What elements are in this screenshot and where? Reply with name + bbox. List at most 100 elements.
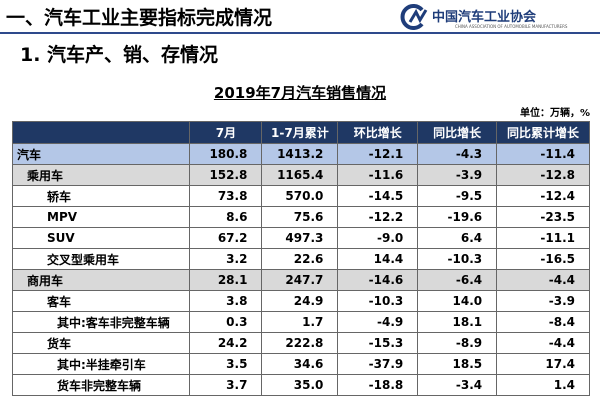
value-cell: 0.3 — [189, 311, 263, 333]
unit-note: 单位：万辆，% — [519, 108, 590, 119]
header-cell: 同比增长 — [417, 121, 498, 144]
value-cell: -9.0 — [337, 227, 419, 249]
value-cell: 73.8 — [189, 185, 263, 207]
value-cell: -14.5 — [337, 185, 419, 207]
sales-table: 7月 1-7月累计 环比增长 同比增长 同比累计增长 汽车 180.8 1413.2 -12.… — [11, 121, 590, 396]
value-cell: 222.8 — [261, 332, 339, 354]
value-cell: 34.6 — [261, 353, 339, 375]
section-title: 1. 汽车产、销、存情况 — [20, 44, 219, 66]
row-label: 商用车 — [11, 269, 191, 291]
value-cell: -16.5 — [496, 248, 590, 270]
value-cell: -37.9 — [337, 353, 419, 375]
value-cell: -18.8 — [337, 374, 419, 396]
value-cell: -14.6 — [337, 269, 419, 291]
value-cell: 247.7 — [261, 269, 339, 291]
value-cell: -10.3 — [337, 290, 419, 312]
row-label: 汽车 — [11, 143, 191, 165]
value-cell: 3.8 — [189, 290, 263, 312]
value-cell: -4.9 — [337, 311, 419, 333]
slide-title: 一、汽车工业主要指标完成情况 — [6, 7, 273, 29]
row-label: 其中:客车非完整车辆 — [11, 311, 191, 333]
value-cell: -12.1 — [337, 143, 419, 165]
value-cell: -6.4 — [417, 269, 498, 291]
value-cell: -23.5 — [496, 206, 590, 228]
table-row: 轿车 73.8 570.0 -14.5 -9.5 -12.4 — [11, 185, 590, 207]
value-cell: -15.3 — [337, 332, 419, 354]
value-cell: 22.6 — [261, 248, 339, 270]
value-cell: 152.8 — [189, 164, 263, 186]
value-cell: 1.4 — [496, 374, 590, 396]
value-cell: -9.5 — [417, 185, 498, 207]
row-label: 交叉型乘用车 — [11, 248, 191, 270]
value-cell: 24.9 — [261, 290, 339, 312]
value-cell: -10.3 — [417, 248, 498, 270]
table-row: 乘用车 152.8 1165.4 -11.6 -3.9 -12.8 — [11, 164, 590, 186]
value-cell: -4.4 — [496, 269, 590, 291]
value-cell: -3.9 — [417, 164, 498, 186]
value-cell: 18.5 — [417, 353, 498, 375]
value-cell: -11.6 — [337, 164, 419, 186]
value-cell: -8.4 — [496, 311, 590, 333]
value-cell: 14.0 — [417, 290, 498, 312]
value-cell: -11.1 — [496, 227, 590, 249]
table-row: SUV 67.2 497.3 -9.0 6.4 -11.1 — [11, 227, 590, 249]
value-cell: 497.3 — [261, 227, 339, 249]
value-cell: 18.1 — [417, 311, 498, 333]
table-row: 货车非完整车辆 3.7 35.0 -18.8 -3.4 1.4 — [11, 374, 590, 396]
value-cell: 75.6 — [261, 206, 339, 228]
row-label: 货车 — [11, 332, 191, 354]
table-row: 交叉型乘用车 3.2 22.6 14.4 -10.3 -16.5 — [11, 248, 590, 270]
value-cell: 3.5 — [189, 353, 263, 375]
value-cell: -4.4 — [496, 332, 590, 354]
logo-icon — [400, 4, 428, 30]
logo-english: CHINA ASSOCIATION OF AUTOMOBILE MANUFACT… — [455, 24, 568, 29]
value-cell: -8.9 — [417, 332, 498, 354]
row-label: 轿车 — [11, 185, 191, 207]
header-cell — [11, 121, 191, 144]
value-cell: 180.8 — [189, 143, 263, 165]
value-cell: 35.0 — [261, 374, 339, 396]
row-label: SUV — [11, 227, 191, 249]
table-row: 客车 3.8 24.9 -10.3 14.0 -3.9 — [11, 290, 590, 312]
value-cell: 17.4 — [496, 353, 590, 375]
table-title-wrap: 2019年7月汽车销售情况 — [0, 82, 600, 103]
value-cell: -11.4 — [496, 143, 590, 165]
value-cell: 24.2 — [189, 332, 263, 354]
table-row: 其中:半挂牵引车 3.5 34.6 -37.9 18.5 17.4 — [11, 353, 590, 375]
table-row: 其中:客车非完整车辆 0.3 1.7 -4.9 18.1 -8.4 — [11, 311, 590, 333]
value-cell: -12.4 — [496, 185, 590, 207]
value-cell: -3.4 — [417, 374, 498, 396]
value-cell: 3.2 — [189, 248, 263, 270]
value-cell: -19.6 — [417, 206, 498, 228]
header-cell: 同比累计增长 — [496, 121, 590, 144]
value-cell: 8.6 — [189, 206, 263, 228]
row-label: MPV — [11, 206, 191, 228]
value-cell: -12.8 — [496, 164, 590, 186]
table-row: MPV 8.6 75.6 -12.2 -19.6 -23.5 — [11, 206, 590, 228]
value-cell: 67.2 — [189, 227, 263, 249]
row-label: 其中:半挂牵引车 — [11, 353, 191, 375]
value-cell: 1165.4 — [261, 164, 339, 186]
value-cell: 3.7 — [189, 374, 263, 396]
value-cell: -4.3 — [417, 143, 498, 165]
value-cell: 14.4 — [337, 248, 419, 270]
row-label: 乘用车 — [11, 164, 191, 186]
header-cell: 环比增长 — [337, 121, 419, 144]
value-cell: 6.4 — [417, 227, 498, 249]
table-row: 商用车 28.1 247.7 -14.6 -6.4 -4.4 — [11, 269, 590, 291]
header-row: 7月 1-7月累计 环比增长 同比增长 同比累计增长 — [11, 121, 590, 144]
row-label: 货车非完整车辆 — [11, 374, 191, 396]
logo-text: 中国汽车工业协会 — [432, 10, 537, 25]
value-cell: -12.2 — [337, 206, 419, 228]
value-cell: 1413.2 — [261, 143, 339, 165]
header-rule — [0, 32, 600, 34]
header-cell: 7月 — [189, 121, 263, 144]
table-title: 2019年7月汽车销售情况 — [213, 84, 387, 102]
value-cell: -3.9 — [496, 290, 590, 312]
table-row: 汽车 180.8 1413.2 -12.1 -4.3 -11.4 — [11, 143, 590, 165]
row-label: 客车 — [11, 290, 191, 312]
value-cell: 28.1 — [189, 269, 263, 291]
table-row: 货车 24.2 222.8 -15.3 -8.9 -4.4 — [11, 332, 590, 354]
header-cell: 1-7月累计 — [261, 121, 339, 144]
